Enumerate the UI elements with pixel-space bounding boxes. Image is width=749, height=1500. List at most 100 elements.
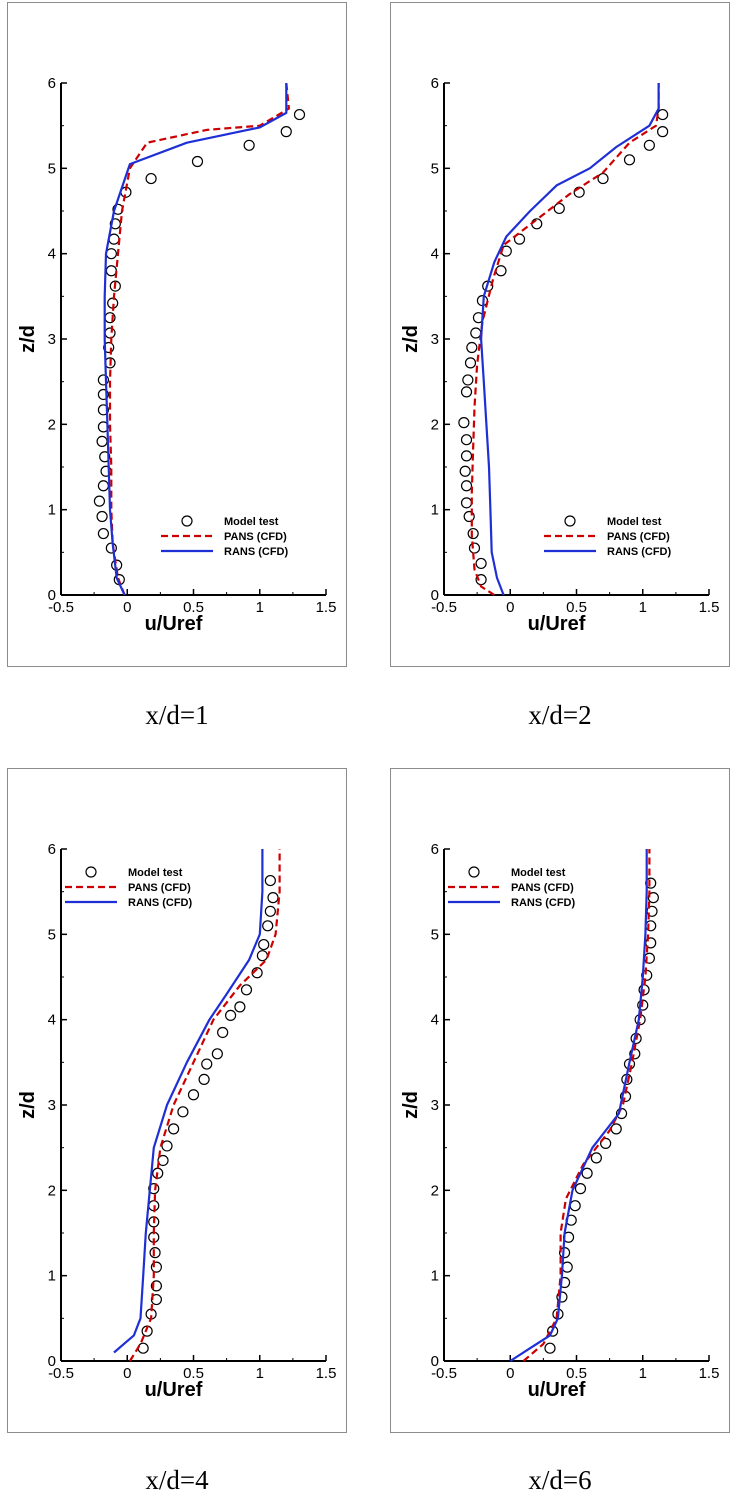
model-test-marker xyxy=(103,341,115,354)
y-axis-label: z/d xyxy=(400,325,422,353)
model-test-marker xyxy=(201,1058,213,1070)
x-tick-label: 1.5 xyxy=(316,599,337,616)
legend-rans-cfd-label: RANS (CFD) xyxy=(224,546,288,558)
model-test-marker xyxy=(168,1123,180,1135)
caption-3: x/d=4 xyxy=(145,1465,209,1495)
model-test-marker xyxy=(217,1026,229,1039)
x-tick-label: -0.5 xyxy=(48,1365,74,1382)
rans-cfd-line xyxy=(509,849,648,1362)
model-test-marker xyxy=(191,155,204,168)
legend-model-test-symbol xyxy=(468,866,480,878)
x-tick-label: 0 xyxy=(123,599,131,616)
model-test-marker xyxy=(225,1009,237,1021)
legend-model-test-symbol xyxy=(181,515,193,527)
model-test-marker xyxy=(466,341,478,354)
model-test-marker xyxy=(280,126,292,138)
x-tick-label: -0.5 xyxy=(431,1365,457,1382)
x-axis-label: u/Uref xyxy=(528,1379,586,1401)
pans-cfd-line xyxy=(470,83,660,596)
model-test-marker xyxy=(137,1342,149,1354)
legend-model-test-symbol xyxy=(564,515,576,527)
legend-model-test-symbol xyxy=(85,866,97,878)
legend-model-test-label: Model test xyxy=(511,867,566,879)
model-test-marker xyxy=(198,1073,210,1085)
model-test-marker xyxy=(643,139,655,151)
model-test-marker xyxy=(177,1106,189,1118)
model-test-marker xyxy=(96,510,108,523)
model-test-marker xyxy=(468,542,481,554)
x-tick-label: 0.5 xyxy=(183,1365,204,1382)
legend-model-test-label: Model test xyxy=(128,867,183,879)
x-axis-label: u/Uref xyxy=(145,1379,203,1401)
x-tick-label: 0.5 xyxy=(566,599,587,616)
model-test-marker xyxy=(267,892,279,904)
model-test-marker xyxy=(97,404,110,416)
y-tick-label: 0 xyxy=(431,1353,439,1370)
model-test-marker xyxy=(187,1089,200,1101)
y-tick-label: 4 xyxy=(48,246,56,263)
model-test-marker xyxy=(657,108,669,121)
y-tick-label: 0 xyxy=(431,587,439,604)
x-tick-label: 1 xyxy=(256,1365,264,1382)
chart-panel-4: -0.5 0 0.5 1 1.5 0 1 2 3 4 5 6 u/Uref z/d Model test PA… xyxy=(390,768,730,1433)
legend-rans-cfd-label: RANS (CFD) xyxy=(128,897,192,909)
legend-model-test-label: Model test xyxy=(224,516,279,528)
model-test-marker xyxy=(97,480,110,492)
model-test-marker xyxy=(590,1152,602,1164)
model-test-marker xyxy=(105,542,117,554)
model-test-marker xyxy=(495,265,507,277)
x-tick-label: 0 xyxy=(506,1365,514,1382)
pans-cfd-line xyxy=(522,849,651,1362)
x-tick-label: -0.5 xyxy=(48,599,74,616)
x-tick-label: 0.5 xyxy=(183,599,204,616)
y-tick-label: 0 xyxy=(48,587,56,604)
x-tick-label: -0.5 xyxy=(431,599,457,616)
caption-1: x/d=1 xyxy=(145,700,209,730)
legend-rans-cfd-label: RANS (CFD) xyxy=(607,546,671,558)
y-tick-label: 1 xyxy=(431,502,439,519)
model-test-marker xyxy=(105,265,117,277)
model-test-marker xyxy=(458,417,470,429)
model-test-marker xyxy=(150,1280,162,1292)
model-test-marker xyxy=(531,218,543,230)
model-test-marker xyxy=(637,999,649,1011)
x-tick-label: 1 xyxy=(639,599,647,616)
y-tick-label: 4 xyxy=(431,246,439,263)
model-test-marker xyxy=(464,357,477,369)
y-tick-label: 5 xyxy=(431,926,439,943)
model-test-marker xyxy=(97,388,110,401)
pans-cfd-line xyxy=(108,82,290,596)
model-test-marker xyxy=(97,374,110,386)
model-test-marker xyxy=(148,1183,160,1195)
chart-panel-1: -0.5 0 0.5 1 1.5 0 1 2 3 4 5 6 u/Uref z/d Model test PA… xyxy=(7,2,347,667)
model-test-marker xyxy=(256,950,268,962)
model-test-marker xyxy=(556,1291,568,1303)
x-tick-label: 0.5 xyxy=(566,1365,587,1382)
y-axis-label: z/d xyxy=(17,325,39,353)
legend-pans-cfd-label: PANS (CFD) xyxy=(128,882,191,894)
pans-cfd-line xyxy=(128,849,281,1362)
model-test-marker xyxy=(293,108,306,121)
y-tick-label: 2 xyxy=(48,416,56,433)
model-test-marker xyxy=(597,172,609,185)
model-test-marker xyxy=(553,202,565,215)
model-test-marker xyxy=(475,557,487,570)
model-test-marker xyxy=(211,1048,223,1060)
model-test-marker xyxy=(459,465,471,477)
y-tick-label: 2 xyxy=(48,1182,56,1199)
x-tick-label: 0 xyxy=(123,1365,131,1382)
model-test-marker xyxy=(574,1183,587,1195)
y-tick-label: 6 xyxy=(431,75,439,92)
y-tick-label: 5 xyxy=(48,926,56,943)
model-test-marker xyxy=(569,1200,581,1212)
model-test-marker xyxy=(97,527,110,540)
rans-cfd-line xyxy=(480,83,660,596)
model-test-marker xyxy=(258,938,270,951)
model-test-marker xyxy=(145,172,157,185)
x-tick-label: 1 xyxy=(256,599,264,616)
legend-model-test-label: Model test xyxy=(607,516,662,528)
model-test-marker xyxy=(460,497,473,509)
